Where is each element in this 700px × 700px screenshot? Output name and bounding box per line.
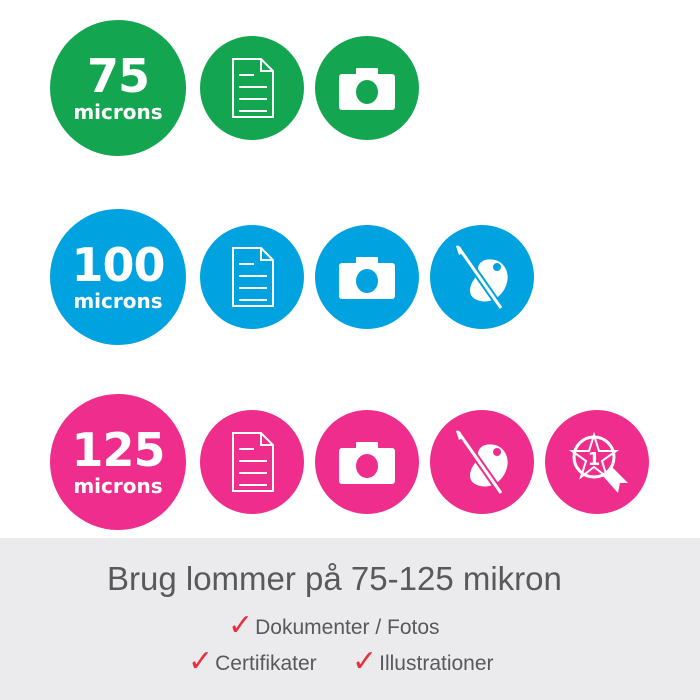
camera-icon xyxy=(315,36,419,140)
document-icon xyxy=(200,36,304,140)
thickness-badge-100: 100 microns xyxy=(50,209,186,345)
feature-item: ✓ Certifikater xyxy=(188,644,317,679)
feature-item: ✓ Illustrationer xyxy=(352,644,494,679)
camera-icon xyxy=(315,225,419,329)
thickness-badge-75: 75 microns xyxy=(50,20,186,156)
thickness-unit: microns xyxy=(73,100,163,124)
headline: Brug lommer på 75-125 mikron xyxy=(107,560,562,597)
check-icon: ✓ xyxy=(188,644,214,679)
thickness-unit: microns xyxy=(73,474,163,498)
palette-icon xyxy=(430,225,534,329)
camera-icon xyxy=(315,410,419,514)
palette-icon xyxy=(430,410,534,514)
feature-label: Illustrationer xyxy=(379,652,494,675)
feature-label: Certifikater xyxy=(215,652,317,675)
footer-band xyxy=(0,538,700,700)
thickness-value: 75 xyxy=(86,49,150,103)
thickness-badge-125: 125 microns xyxy=(50,394,186,530)
check-icon: ✓ xyxy=(228,608,254,643)
thickness-unit: microns xyxy=(73,289,163,313)
award-icon xyxy=(545,410,649,514)
thickness-value: 100 xyxy=(71,238,165,292)
check-icon: ✓ xyxy=(352,644,378,679)
feature-item: ✓ Dokumenter / Fotos xyxy=(228,608,440,643)
thickness-value: 125 xyxy=(71,423,165,477)
document-icon xyxy=(200,410,304,514)
document-icon xyxy=(200,225,304,329)
feature-label: Dokumenter / Fotos xyxy=(255,616,440,639)
